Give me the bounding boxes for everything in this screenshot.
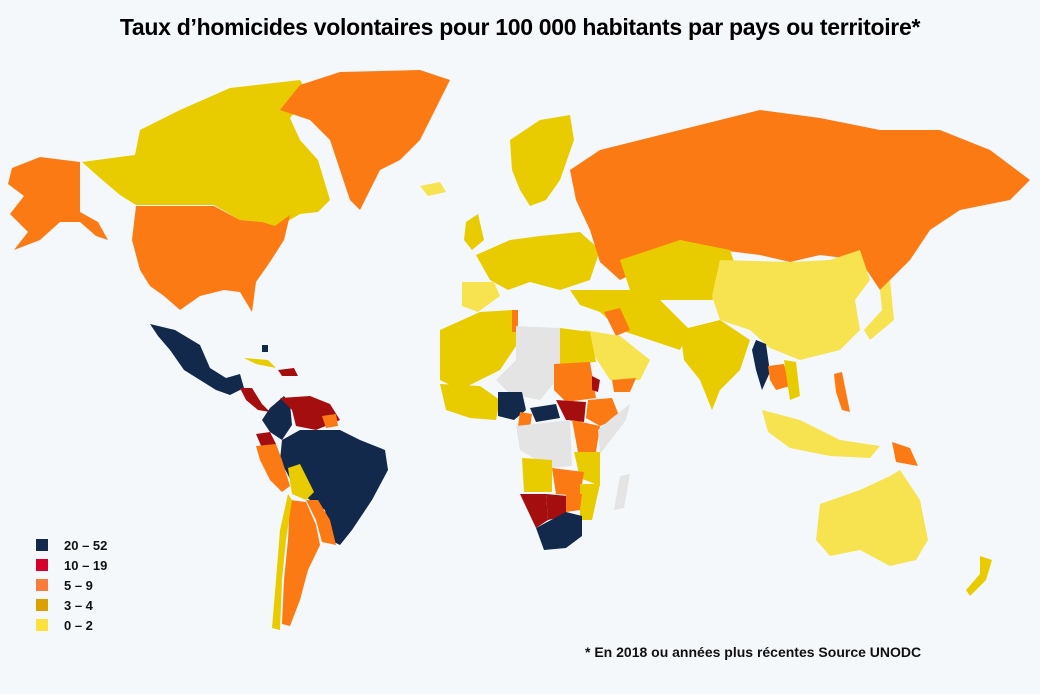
- region-saudi-arabia: [584, 330, 650, 380]
- legend-item: 20 – 52: [36, 535, 107, 555]
- region-canada: [82, 80, 330, 228]
- region-philippines: [834, 372, 850, 412]
- map-title: Taux d’homicides volontaires pour 100 00…: [119, 14, 921, 40]
- region-paraguay-uruguay: [306, 500, 336, 545]
- region-usa: [132, 206, 290, 312]
- region-alaska: [8, 157, 108, 250]
- region-yemen: [612, 378, 636, 392]
- region-hispaniola: [278, 368, 298, 376]
- region-cuba: [244, 358, 276, 368]
- region-argentina: [282, 500, 320, 626]
- region-mexico: [150, 324, 244, 395]
- region-peru: [256, 444, 290, 492]
- region-zambia: [552, 468, 584, 496]
- region-guyana: [322, 414, 338, 428]
- region-indonesia: [762, 410, 880, 458]
- region-scandinavia: [510, 115, 574, 206]
- legend-label: 20 – 52: [64, 537, 108, 553]
- legend-swatch-3-4: [36, 599, 48, 611]
- region-myanmar: [752, 340, 770, 390]
- region-libya-sahel: [496, 326, 560, 400]
- region-chile: [272, 494, 292, 630]
- region-egypt: [560, 328, 596, 364]
- region-central-america: [240, 388, 270, 412]
- legend-swatch-5-9: [36, 579, 48, 591]
- legend-swatch-20-52: [36, 539, 48, 551]
- region-australia: [816, 470, 928, 566]
- region-bahamas: [262, 345, 268, 352]
- region-greenland: [280, 70, 450, 210]
- region-west-africa: [440, 384, 500, 420]
- legend-label: 10 – 19: [64, 557, 108, 573]
- region-namibia: [520, 494, 548, 528]
- region-ecuador: [256, 432, 276, 448]
- region-somalia: [598, 404, 630, 454]
- region-brazil: [280, 430, 388, 545]
- region-eritrea: [592, 376, 600, 392]
- region-zimbabwe: [566, 494, 582, 512]
- region-colombia: [262, 396, 292, 440]
- region-turkey-iran: [570, 290, 690, 350]
- region-central-asia: [620, 240, 740, 300]
- legend-label: 3 – 4: [64, 597, 93, 613]
- region-mozambique: [580, 484, 600, 520]
- region-iceland: [420, 182, 446, 196]
- legend-label: 5 – 9: [64, 577, 93, 593]
- region-cameroon: [518, 412, 532, 428]
- region-new-zealand: [966, 556, 992, 596]
- region-botswana: [546, 494, 568, 520]
- region-iraq: [604, 308, 630, 336]
- legend-item: 10 – 19: [36, 555, 107, 575]
- region-madagascar: [614, 474, 630, 510]
- region-nigeria: [498, 392, 526, 420]
- region-south-africa: [536, 512, 582, 550]
- legend-swatch-10-19: [36, 559, 48, 571]
- region-india: [680, 320, 750, 410]
- source-footnote: * En 2018 ou années plus récentes Source…: [585, 644, 922, 660]
- region-western-europe: [476, 232, 600, 290]
- legend-item: 5 – 9: [36, 575, 107, 595]
- region-congo: [516, 420, 572, 468]
- region-japan: [864, 280, 894, 340]
- region-iberia: [462, 282, 500, 312]
- region-vietnam: [784, 360, 800, 400]
- region-angola: [522, 458, 552, 492]
- region-car: [530, 404, 560, 422]
- region-north-africa: [440, 310, 520, 390]
- region-uk: [464, 214, 484, 250]
- region-bolivia: [288, 464, 314, 500]
- legend-item: 0 – 2: [36, 615, 107, 635]
- region-china: [712, 250, 870, 360]
- region-papua-new-guinea: [892, 442, 918, 466]
- region-kenya-tanzania: [572, 420, 600, 452]
- legend: 20 – 52 10 – 19 5 – 9 3 – 4 0 – 2: [36, 535, 107, 635]
- legend-item: 3 – 4: [36, 595, 107, 615]
- legend-swatch-0-2: [36, 619, 48, 631]
- region-south-sudan: [556, 400, 586, 422]
- region-russia: [570, 110, 1030, 290]
- region-sudan: [554, 362, 596, 402]
- region-thailand: [768, 364, 790, 390]
- legend-label: 0 – 2: [64, 617, 93, 633]
